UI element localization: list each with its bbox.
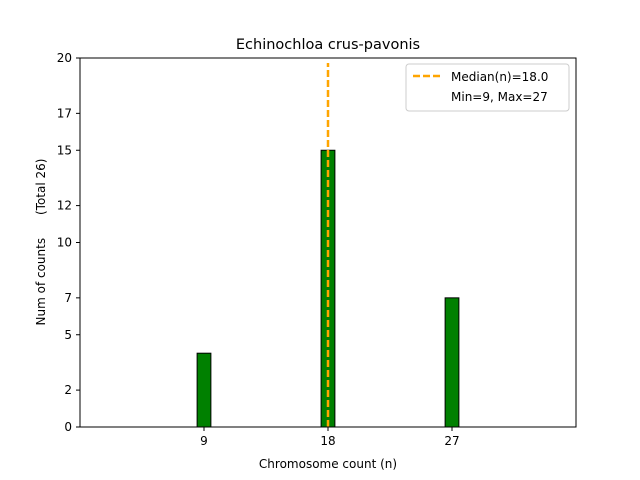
x-tick-label: 27 (444, 434, 459, 448)
x-tick-label: 9 (200, 434, 208, 448)
y-tick-label: 15 (57, 143, 72, 157)
legend-median-label: Median(n)=18.0 (451, 70, 548, 84)
bar-9 (196, 352, 212, 428)
bar-27 (444, 297, 460, 428)
x-tick-label: 18 (320, 434, 335, 448)
y-tick-label: 0 (64, 420, 72, 434)
legend-frame (405, 63, 570, 112)
y-tick-label: 7 (64, 291, 72, 305)
y-tick-label: 5 (64, 328, 72, 342)
y-tick-label: 12 (57, 199, 72, 213)
y-axis-ticks: 0 2 5 7 10 12 15 17 20 (57, 51, 80, 434)
y-tick-label: 10 (57, 236, 72, 250)
bars-group (183, 149, 473, 428)
y-tick-label: 17 (57, 106, 72, 120)
chart-title: Echinochloa crus-pavonis (236, 37, 420, 53)
x-axis-ticks: 9 18 27 (200, 427, 460, 448)
y-axis-label: Num of counts (Total 26) (34, 159, 48, 326)
y-tick-label: 20 (57, 51, 72, 65)
legend: Median(n)=18.0 Min=9, Max=27 (405, 63, 570, 112)
legend-minmax-label: Min=9, Max=27 (451, 90, 548, 104)
y-tick-label: 2 (64, 383, 72, 397)
x-axis-label: Chromosome count (n) (259, 457, 397, 471)
